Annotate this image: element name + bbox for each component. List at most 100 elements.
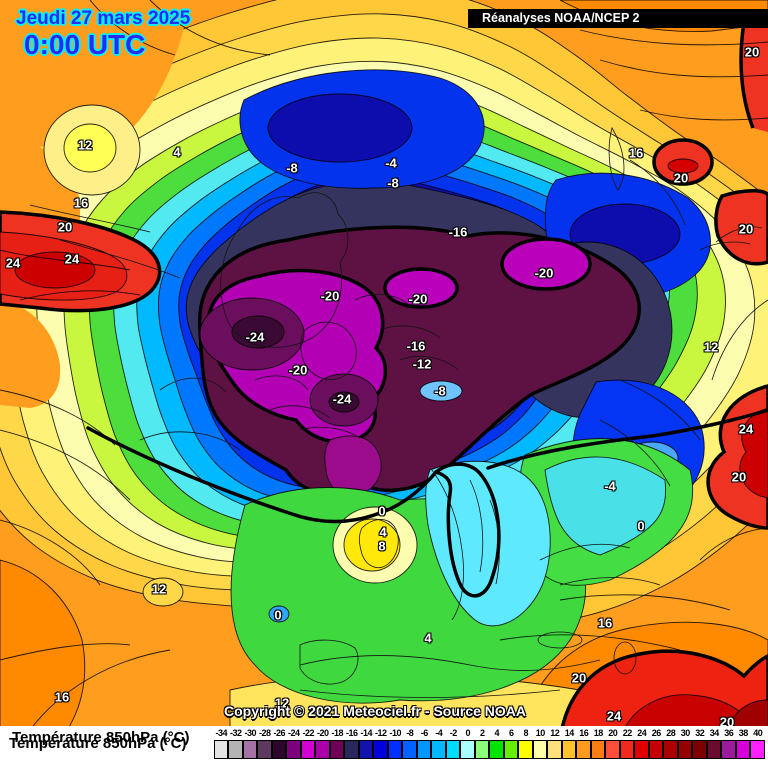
contour-label: 12 xyxy=(274,695,290,711)
legend-scale-value: -22 xyxy=(302,728,314,738)
contour-label: -4 xyxy=(385,155,397,171)
contour-label: -16 xyxy=(448,224,468,240)
legend-color-swatch xyxy=(315,740,330,759)
contour-label: -20 xyxy=(534,265,554,281)
legend-scale-cell: -28 xyxy=(257,727,273,759)
contour-label: -24 xyxy=(332,391,352,407)
legend-color-swatch xyxy=(213,740,228,759)
contour-label: 20 xyxy=(571,670,587,686)
contour-label: -20 xyxy=(288,362,308,378)
legend-scale-value: -30 xyxy=(244,728,256,738)
legend-color-swatch xyxy=(445,740,460,759)
legend-scale-value: -12 xyxy=(374,728,387,738)
legend-scale-value: 2 xyxy=(479,728,485,738)
legend-color-swatch xyxy=(416,740,431,759)
legend-color-swatch xyxy=(228,740,243,759)
contour-label: -12 xyxy=(412,356,432,372)
time-label: 0:00 UTC xyxy=(24,29,146,60)
legend-scale-cell: 34 xyxy=(706,727,722,759)
legend-scale-cell: 2 xyxy=(474,727,490,759)
contour-label: 12 xyxy=(151,581,167,597)
legend-scale-cell: -22 xyxy=(300,727,316,759)
legend-scale-value: -26 xyxy=(273,728,285,738)
legend-title: Température 850hPa (°C) xyxy=(12,729,190,746)
legend-scale-cell: -34 xyxy=(213,727,229,759)
date-label: Jeudi 27 mars 2025 xyxy=(16,8,191,29)
legend-scale-value: 10 xyxy=(535,728,546,738)
legend-color-swatch xyxy=(590,740,605,759)
legend-color-swatch xyxy=(474,740,489,759)
legend-scale-value: 32 xyxy=(695,728,705,738)
legend-color-swatch xyxy=(561,740,576,759)
contour-label: 20 xyxy=(719,714,735,730)
contour-label: 4 xyxy=(424,630,432,646)
legend-scale-cell: -16 xyxy=(344,727,360,759)
zero-isotherm-thick-line xyxy=(86,408,768,598)
legend-color-swatch xyxy=(619,740,634,759)
legend-scale-value: 34 xyxy=(709,728,720,738)
legend-color-swatch xyxy=(431,740,446,759)
legend-scale-cell: 32 xyxy=(692,727,708,759)
thin-contour-lines xyxy=(0,0,768,731)
coastlines xyxy=(29,126,768,698)
legend-color-swatch xyxy=(329,740,344,759)
contour-label: -24 xyxy=(245,329,265,345)
legend-scale-cell: 28 xyxy=(663,727,679,759)
legend-scale-value: 0 xyxy=(465,728,470,738)
contour-label: 24 xyxy=(5,255,21,271)
contour-label: 0 xyxy=(378,503,386,519)
legend-scale-value: 20 xyxy=(608,728,618,738)
legend-scale-cell: -20 xyxy=(315,727,331,759)
legend-color-swatch xyxy=(373,740,388,759)
cold-core-structures xyxy=(197,69,711,515)
temperature-map-canvas xyxy=(0,0,768,740)
legend-scale-value: 18 xyxy=(593,728,604,738)
legend-scale-value: 40 xyxy=(753,728,763,738)
legend-scale-cell: -26 xyxy=(271,727,287,759)
legend-scale-cell: 12 xyxy=(547,727,563,759)
legend-scale-cell: -10 xyxy=(387,727,403,759)
legend-scale-cell: 8 xyxy=(518,727,534,759)
legend-scale-value: 8 xyxy=(523,728,528,738)
legend-color-swatch xyxy=(706,740,721,759)
legend-scale-cell: 26 xyxy=(648,727,664,759)
contour-label: 8 xyxy=(378,538,386,554)
europe-details xyxy=(43,104,694,740)
color-scale: -34 -32 -30 -28 -26 -24 -22 -20 -18 -16 -14 -12 -10-… xyxy=(213,727,765,759)
legend-scale-cell: 30 xyxy=(677,727,693,759)
legend-scale-value: -18 xyxy=(331,728,343,738)
legend-scale-value: -28 xyxy=(258,728,271,738)
legend-color-swatch xyxy=(735,740,750,759)
contour-label: 16 xyxy=(628,145,644,161)
legend-color-swatch xyxy=(648,740,663,759)
legend-scale-cell: 24 xyxy=(634,727,650,759)
legend-scale-cell: -18 xyxy=(329,727,345,759)
contour-label: -20 xyxy=(320,288,340,304)
legend-scale-value: -20 xyxy=(316,728,329,738)
contour-label: 12 xyxy=(703,339,719,355)
contour-label: -8 xyxy=(387,175,399,191)
legend-scale-value: -32 xyxy=(229,728,242,738)
contour-label: 20 xyxy=(738,221,754,237)
legend-color-swatch xyxy=(532,740,547,759)
legend-scale-cell: -12 xyxy=(373,727,389,759)
legend-scale-value: 28 xyxy=(666,728,676,738)
legend-color-swatch xyxy=(677,740,692,759)
legend-bar: Température 850hPa (°C) Température 850h… xyxy=(0,726,768,768)
legend-scale-value: -4 xyxy=(435,728,443,738)
legend-color-swatch xyxy=(576,740,591,759)
legend-scale-value: 36 xyxy=(724,728,734,738)
copyright-label: Copyright © 2021 Meteociel.fr - Source N… xyxy=(223,703,527,719)
legend-scale-cell: 38 xyxy=(735,727,751,759)
legend-color-swatch xyxy=(344,740,359,759)
contour-label: 20 xyxy=(744,44,760,60)
legend-scale-value: 24 xyxy=(637,728,647,738)
contour-label: -8 xyxy=(286,160,298,176)
legend-scale-value: 38 xyxy=(738,728,749,738)
legend-color-swatch xyxy=(503,740,518,759)
legend-scale-value: -24 xyxy=(287,728,300,738)
legend-scale-cell: -6 xyxy=(416,727,432,759)
contour-label: 20 xyxy=(673,170,689,186)
contour-label: 24 xyxy=(738,421,754,437)
